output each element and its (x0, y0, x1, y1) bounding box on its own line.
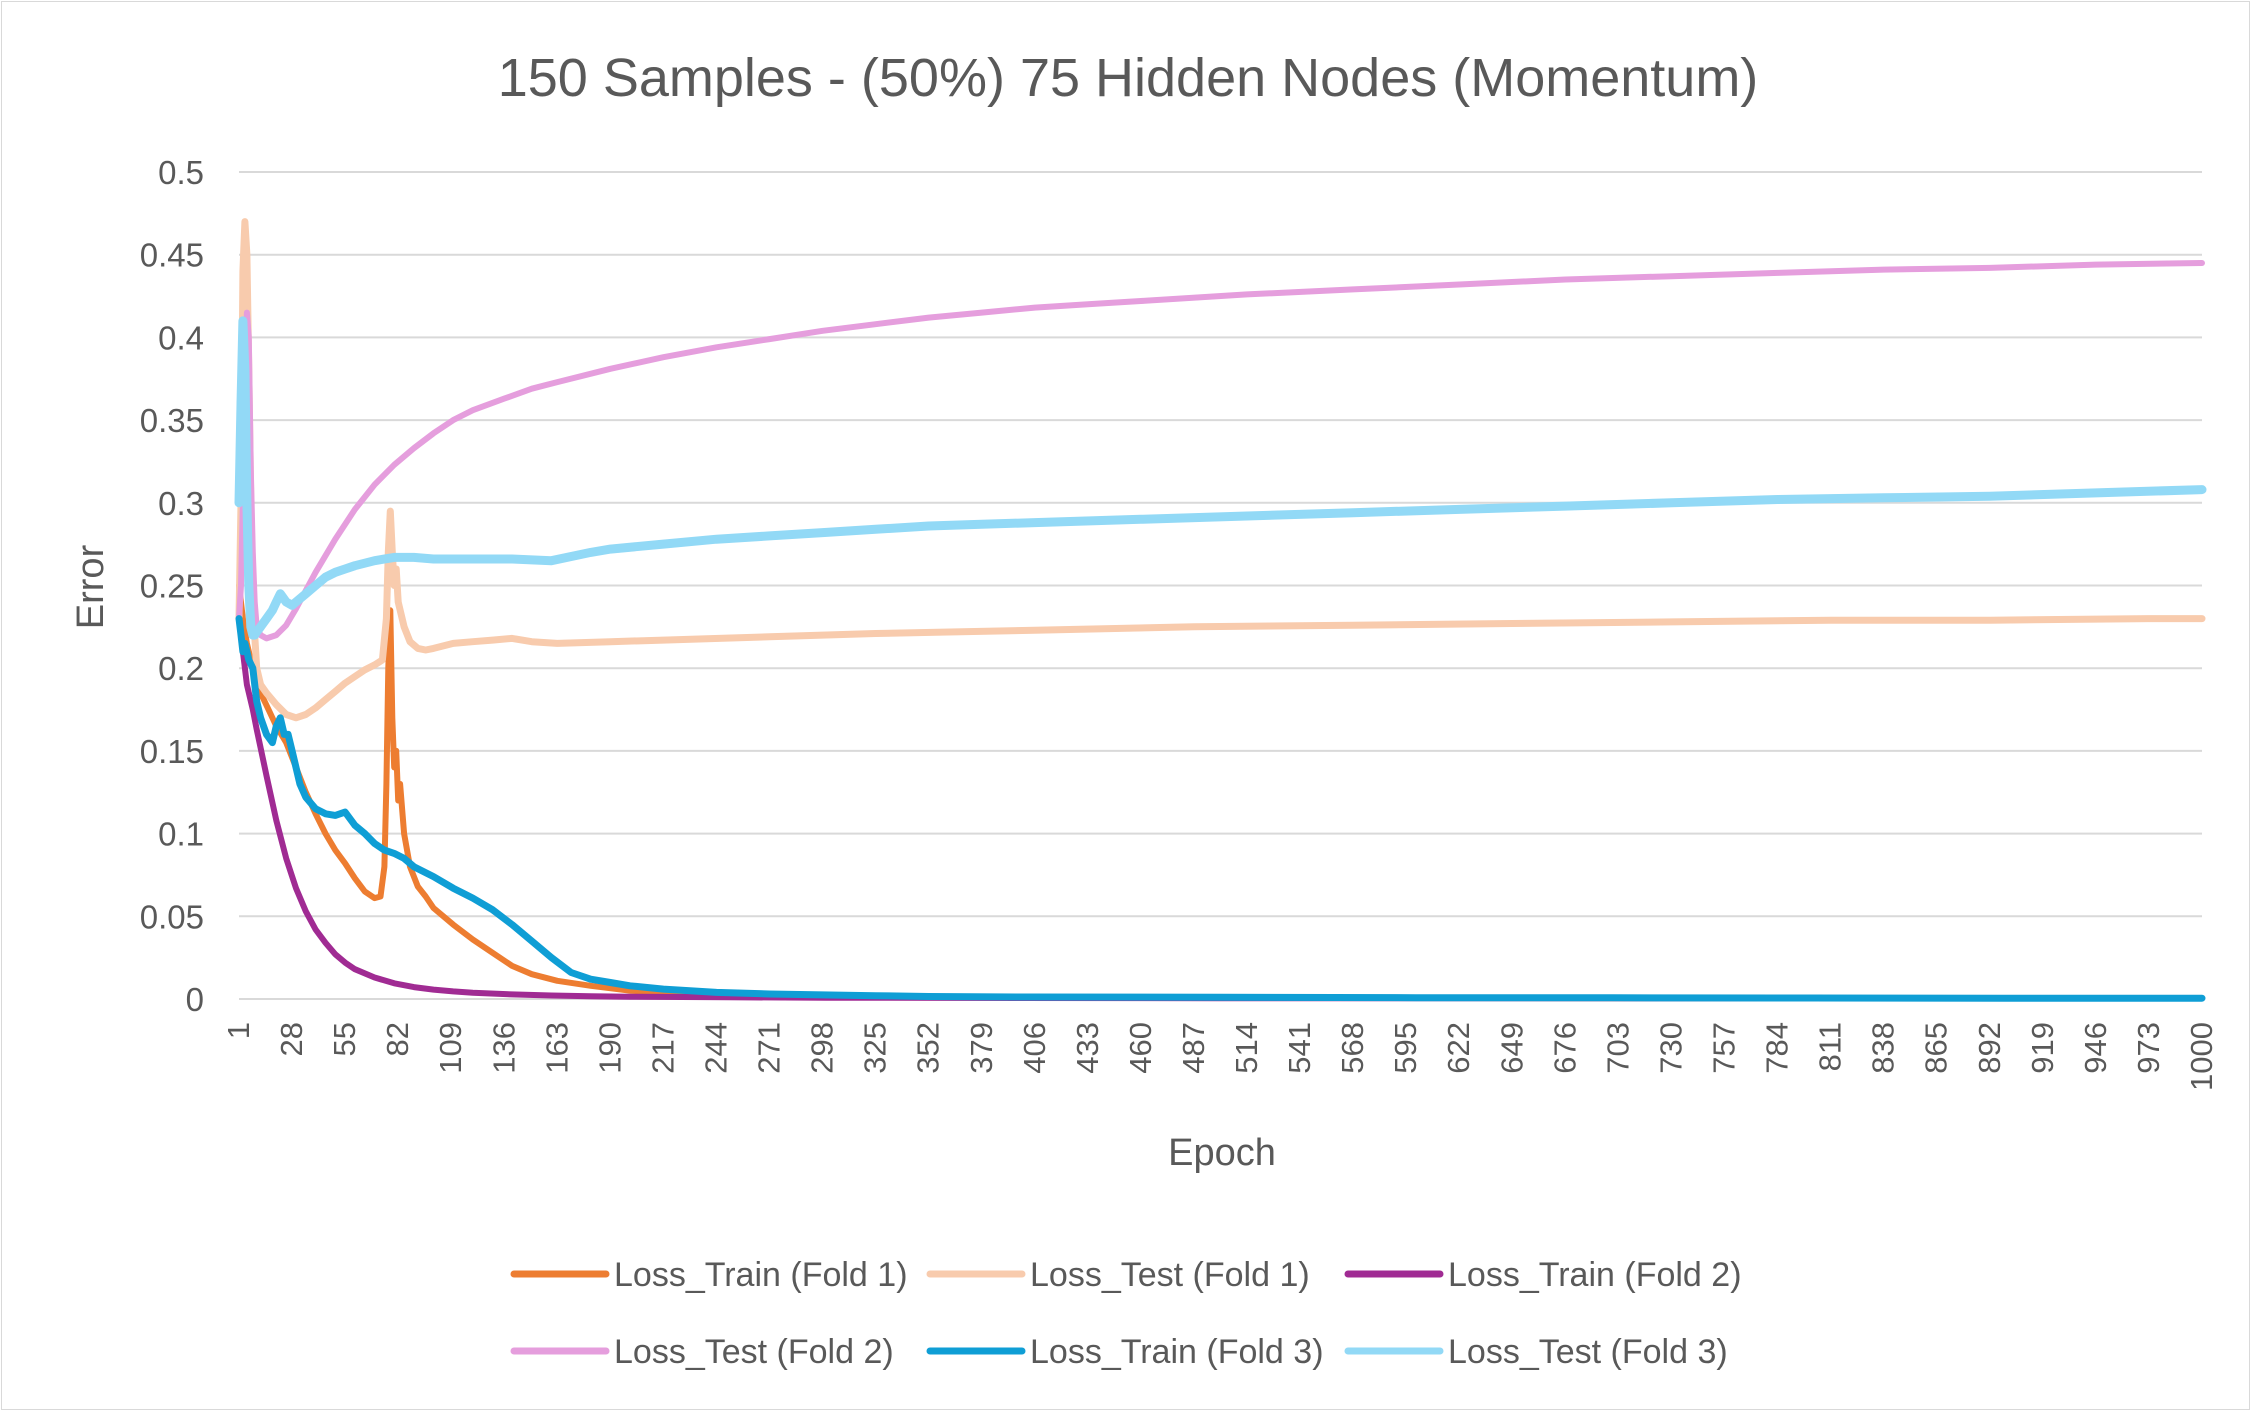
legend-label: Loss_Test (Fold 2) (614, 1333, 894, 1371)
x-tick-label: 541 (1282, 1022, 1317, 1074)
x-tick-label: 1 (221, 1022, 256, 1039)
x-tick-label: 973 (2131, 1022, 2166, 1074)
x-tick-label: 190 (592, 1022, 627, 1074)
legend-label: Loss_Train (Fold 2) (1448, 1256, 1742, 1294)
chart-title: 150 Samples - (50%) 75 Hidden Nodes (Mom… (498, 48, 1759, 108)
legend: Loss_Train (Fold 1) Loss_Test (Fold 1) Los… (510, 1256, 1742, 1371)
x-tick-label: 757 (1707, 1022, 1742, 1074)
x-tick-label: 838 (1866, 1022, 1901, 1074)
x-axis-ticks: 1 28 55 82 109 136 163 190 217 244 271 298 325 352 379… (221, 1022, 2219, 1091)
x-tick-label: 892 (1972, 1022, 2007, 1074)
series-line-4 (236, 260, 2205, 642)
y-tick-label: 0.1 (158, 816, 204, 853)
x-tick-label: 568 (1335, 1022, 1370, 1074)
y-tick-label: 0.45 (140, 237, 204, 274)
x-tick-label: 109 (433, 1022, 468, 1074)
x-tick-label: 487 (1176, 1022, 1211, 1074)
x-tick-label: 28 (274, 1022, 309, 1056)
y-tick-label: 0.5 (158, 154, 204, 191)
x-tick-label: 379 (964, 1022, 999, 1074)
x-tick-label: 514 (1229, 1022, 1264, 1074)
x-tick-label: 82 (380, 1022, 415, 1056)
y-tick-label: 0.35 (140, 402, 204, 439)
x-tick-label: 163 (539, 1022, 574, 1074)
y-tick-label: 0.15 (140, 733, 204, 770)
y-tick-label: 0.4 (158, 319, 204, 356)
x-tick-label: 298 (805, 1022, 840, 1074)
x-tick-label: 433 (1070, 1022, 1105, 1074)
x-tick-label: 649 (1494, 1022, 1529, 1074)
y-axis-label: Error (70, 544, 112, 629)
series-line-3 (236, 615, 2205, 1002)
series-line-6 (234, 316, 2207, 640)
series-line-2 (235, 218, 2206, 722)
x-tick-label: 460 (1123, 1022, 1158, 1074)
gridlines (239, 171, 2202, 1000)
x-tick-label: 811 (1813, 1022, 1848, 1071)
legend-label: Loss_Train (Fold 3) (1030, 1333, 1324, 1371)
y-axis-ticks: 0 0.05 0.1 0.15 0.2 0.25 0.3 0.35 0.4 0.45 0.5 (140, 154, 204, 1018)
y-tick-label: 0.25 (140, 568, 204, 605)
x-tick-label: 784 (1760, 1022, 1795, 1074)
x-tick-label: 352 (911, 1022, 946, 1074)
legend-label: Loss_Train (Fold 1) (614, 1256, 908, 1294)
series-line-1 (236, 582, 2205, 1002)
x-tick-label: 676 (1547, 1022, 1582, 1074)
legend-label: Loss_Test (Fold 3) (1448, 1333, 1728, 1371)
x-tick-label: 271 (752, 1022, 787, 1074)
x-tick-label: 946 (2078, 1022, 2113, 1074)
x-tick-label: 325 (858, 1022, 893, 1074)
series-line-5 (235, 615, 2206, 1002)
x-tick-label: 217 (645, 1022, 680, 1074)
legend-label: Loss_Test (Fold 1) (1030, 1256, 1310, 1294)
x-tick-label: 595 (1388, 1022, 1423, 1074)
y-tick-label: 0 (186, 981, 204, 1018)
y-tick-label: 0.2 (158, 650, 204, 687)
x-tick-label: 919 (2025, 1022, 2060, 1074)
x-tick-label: 865 (1919, 1022, 1954, 1074)
x-axis-label: Epoch (1168, 1132, 1276, 1174)
y-tick-label: 0.05 (140, 898, 204, 935)
x-tick-label: 730 (1653, 1022, 1688, 1074)
x-tick-label: 244 (698, 1022, 733, 1074)
x-tick-label: 406 (1017, 1022, 1052, 1074)
x-tick-label: 1000 (2184, 1022, 2219, 1091)
plot-area (234, 218, 2207, 1002)
x-tick-label: 55 (327, 1022, 362, 1056)
y-tick-label: 0.3 (158, 485, 204, 522)
x-tick-label: 136 (486, 1022, 521, 1074)
x-tick-label: 703 (1600, 1022, 1635, 1074)
x-tick-label: 622 (1441, 1022, 1476, 1074)
